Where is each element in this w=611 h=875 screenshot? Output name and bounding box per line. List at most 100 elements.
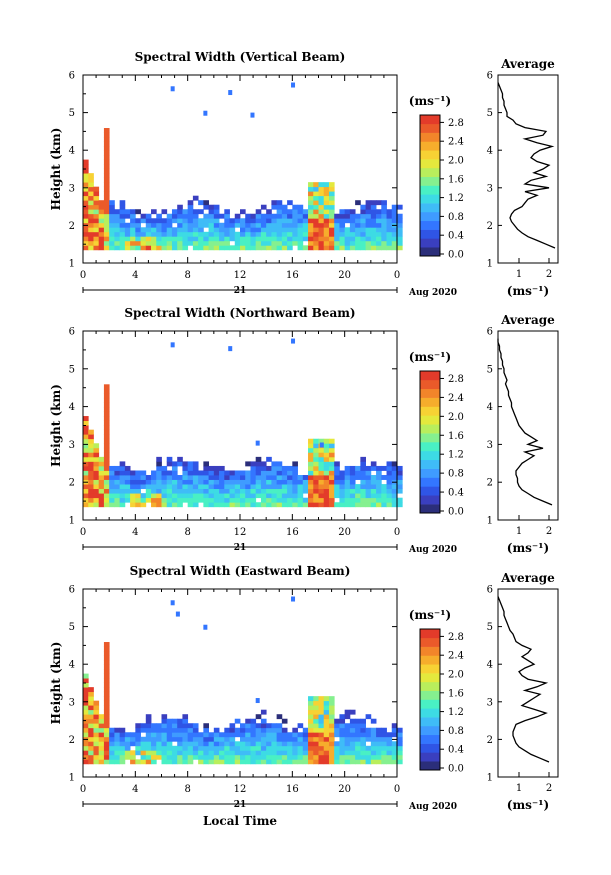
heatmap-cell — [234, 745, 241, 751]
heatmap-cell — [119, 475, 126, 480]
heatmap-cell — [391, 723, 398, 729]
heatmap-cell — [130, 218, 136, 224]
heatmap-cell — [187, 461, 194, 467]
heatmap-cell — [103, 655, 110, 661]
heatmap-cell — [339, 470, 346, 476]
heatmap-cell — [177, 488, 183, 494]
heatmap-cell — [203, 493, 209, 499]
heatmap-cell — [124, 470, 131, 476]
heatmap-cell — [318, 236, 325, 242]
heatmap-cell — [240, 732, 246, 738]
heatmap-cell — [370, 479, 377, 485]
heatmap-cell — [281, 727, 288, 733]
heatmap-cell — [370, 475, 377, 480]
heatmap-cell — [151, 732, 157, 738]
heatmap-cell — [308, 479, 314, 485]
heatmap-cell — [130, 736, 136, 742]
heatmap-cell — [250, 227, 257, 233]
heatmap-cell — [93, 732, 100, 738]
heatmap-cell — [224, 736, 230, 742]
heatmap-cell — [376, 493, 382, 499]
heatmap-cell — [328, 705, 335, 711]
heatmap-cell — [103, 384, 110, 390]
heatmap-cell — [360, 218, 366, 224]
heatmap-cell — [182, 745, 189, 751]
heatmap-cell — [114, 741, 121, 747]
heatmap-cell — [145, 741, 152, 747]
heatmap-cell — [323, 709, 330, 715]
heatmap-cell — [308, 231, 314, 237]
heatmap-cell — [355, 723, 361, 729]
heatmap-cell — [334, 741, 340, 747]
heatmap-cell — [391, 475, 398, 480]
heatmap-cell — [271, 488, 278, 494]
heatmap-cell — [334, 493, 340, 499]
heatmap-cell — [250, 745, 257, 751]
heatmap-cell — [103, 150, 110, 156]
heatmap-cell — [391, 218, 398, 224]
heatmap-cell — [219, 750, 225, 756]
heatmap-cell — [135, 484, 141, 490]
heatmap-cell — [109, 479, 115, 485]
heatmap-cell — [302, 227, 309, 233]
heatmap-cell — [271, 231, 278, 237]
heatmap-cell — [255, 754, 262, 760]
heatmap-cell — [281, 222, 288, 228]
heatmap-cell — [360, 502, 366, 508]
heatmap-cell — [365, 475, 372, 480]
heatmap-cell — [313, 745, 319, 751]
heatmap-cell — [344, 723, 351, 729]
heatmap-cell — [297, 497, 304, 503]
heatmap-cell — [119, 484, 126, 490]
heatmap-cell — [103, 493, 110, 499]
heatmap-cell — [103, 705, 110, 711]
heatmap-cell — [292, 754, 298, 760]
heatmap-cell — [171, 245, 178, 251]
heatmap-cell — [245, 736, 251, 742]
heatmap-cell — [391, 213, 398, 219]
heatmap-cell — [161, 723, 168, 729]
heatmap-cell — [381, 213, 387, 219]
heatmap-cell — [130, 240, 136, 246]
heatmap-cell — [187, 723, 194, 729]
heatmap-cell — [88, 182, 94, 188]
heatmap-cell — [88, 475, 94, 480]
heatmap-cell — [140, 245, 147, 251]
heatmap-cell — [260, 204, 267, 210]
colorbar-frame — [419, 114, 441, 257]
heatmap-cell — [203, 484, 209, 490]
heatmap-cell — [151, 222, 157, 228]
heatmap-cell — [166, 754, 173, 760]
heatmap-cell — [318, 240, 325, 246]
heatmap-cell — [355, 222, 361, 228]
heatmap-cell — [224, 484, 230, 490]
heatmap-cell — [151, 245, 157, 251]
heatmap-cell — [98, 718, 105, 724]
heatmap-cell — [229, 222, 236, 228]
heatmap-cell — [245, 727, 251, 733]
heatmap-cell — [219, 222, 225, 228]
colorbar-swatch — [420, 664, 440, 674]
heatmap-cell — [213, 465, 220, 471]
colorbar-swatch — [420, 477, 440, 487]
heatmap-cell — [166, 493, 173, 499]
y-tick-label: 2 — [69, 735, 75, 746]
heatmap-cell — [229, 488, 236, 494]
heatmap-cell — [140, 231, 147, 237]
heatmap-cell — [182, 227, 189, 233]
heatmap-cell — [308, 745, 314, 751]
heatmap-cell — [208, 750, 215, 756]
avg-y-tick-label: 4 — [487, 660, 493, 671]
heatmap-cell — [177, 213, 183, 219]
avg-y-tick-label: 3 — [487, 697, 493, 708]
heatmap-cell — [192, 213, 199, 219]
heatmap-cell — [103, 416, 110, 421]
heatmap-cell — [98, 461, 105, 467]
heatmap-cell — [114, 240, 121, 246]
heatmap-cell — [302, 231, 309, 237]
heatmap-cell — [88, 502, 94, 508]
heatmap-cell — [355, 484, 361, 490]
heatmap-cell — [140, 745, 147, 751]
heatmap-cell — [255, 475, 262, 480]
avg-y-tick-label: 2 — [487, 221, 493, 232]
